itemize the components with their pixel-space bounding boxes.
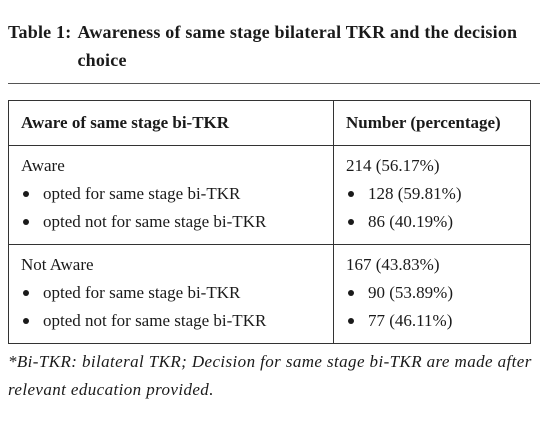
item-value: 90 (53.89%)	[368, 283, 453, 302]
item-label: opted not for same stage bi-TKR	[43, 311, 267, 330]
table-title: Awareness of same stage bilateral TKR an…	[77, 22, 518, 70]
bullet	[23, 317, 29, 324]
group-label: Not Aware	[8, 244, 334, 279]
group-value: 167 (43.83%)	[346, 255, 440, 274]
group-value: 214 (56.17%)	[346, 156, 440, 175]
bullet	[23, 289, 29, 296]
title: Table 1: Awareness of same stage bilater…	[8, 18, 538, 74]
group-row: Not Aware 167 (43.83%)	[8, 244, 531, 279]
header-row: Aware of same stage bi-TKR Number (perce…	[8, 100, 531, 146]
item-row: opted not for same stage bi-TKR 86 (40.1…	[8, 208, 531, 245]
item-value: 77 (46.11%)	[368, 311, 453, 330]
header-cell: Aware of same stage bi-TKR	[8, 100, 334, 146]
item-cell: 77 (46.11%)	[334, 307, 531, 344]
item-row: opted for same stage bi-TKR 90 (53.89%)	[8, 279, 531, 307]
item-label: opted for same stage bi-TKR	[43, 184, 241, 203]
item-cell: opted for same stage bi-TKR	[8, 180, 334, 208]
bullet	[348, 289, 354, 296]
group-row: Aware 214 (56.17%)	[8, 145, 531, 180]
bullet	[348, 317, 354, 324]
item-cell: opted for same stage bi-TKR	[8, 279, 334, 307]
item-cell: 90 (53.89%)	[334, 279, 531, 307]
bullet	[348, 190, 354, 197]
item-cell: opted not for same stage bi-TKR	[8, 208, 334, 245]
rule	[8, 83, 540, 84]
item-value: 128 (59.81%)	[368, 184, 462, 203]
group-label: Aware	[8, 145, 334, 180]
table-label: Table 1:	[8, 22, 72, 42]
item-value: 86 (40.19%)	[368, 212, 453, 231]
table: Aware of same stage bi-TKR Number (perce…	[8, 100, 531, 344]
item-label: opted for same stage bi-TKR	[43, 283, 241, 302]
item-row: opted not for same stage bi-TKR 77 (46.1…	[8, 307, 531, 344]
item-row: opted for same stage bi-TKR 128 (59.81%)	[8, 180, 531, 208]
bullet	[348, 218, 354, 225]
bullet	[23, 190, 29, 197]
item-cell: 128 (59.81%)	[334, 180, 531, 208]
bullet	[23, 218, 29, 225]
header-cell: Number (percentage)	[333, 100, 531, 146]
item-label: opted not for same stage bi-TKR	[43, 212, 267, 231]
item-cell: opted not for same stage bi-TKR	[8, 307, 334, 344]
footnote: *Bi-TKR: bilateral TKR; Decision for sam…	[8, 352, 532, 399]
item-cell: 86 (40.19%)	[333, 208, 531, 245]
